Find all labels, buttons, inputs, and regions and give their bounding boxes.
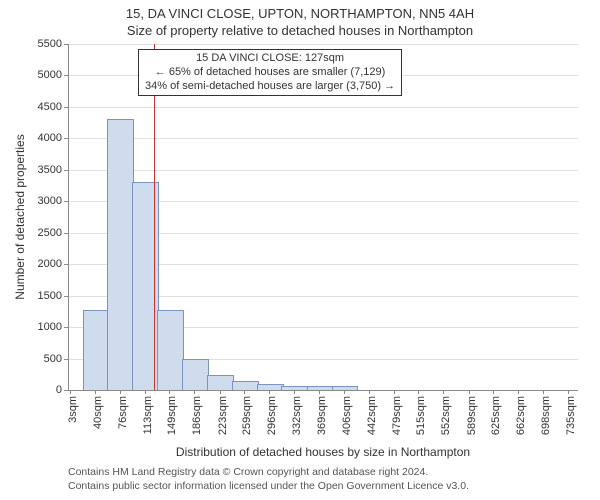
x-tick-label: 113sqm <box>142 396 154 434</box>
annotation-line: 15 DA VINCI CLOSE: 127sqm <box>145 52 395 66</box>
footer-attribution: Contains HM Land Registry data © Crown c… <box>68 466 469 493</box>
x-tick-label: 552sqm <box>440 396 452 435</box>
y-tick-label: 0 <box>56 384 68 396</box>
y-tick-label: 1000 <box>38 321 68 333</box>
footer-line-1: Contains HM Land Registry data © Crown c… <box>68 466 469 480</box>
y-tick-label: 2500 <box>38 227 68 239</box>
y-axis-line <box>68 44 69 390</box>
x-tick-label: 735sqm <box>565 396 577 435</box>
x-tick-label: 369sqm <box>316 396 328 435</box>
x-tick-label: 589sqm <box>466 396 478 435</box>
x-tick-label: 223sqm <box>217 396 229 435</box>
x-tick-label: 186sqm <box>191 396 203 435</box>
x-tick-label: 406sqm <box>341 396 353 435</box>
y-tick-label: 5500 <box>38 38 68 50</box>
x-tick-label: 442sqm <box>366 396 378 435</box>
x-tick-label: 515sqm <box>415 396 427 435</box>
chart-subtitle: Size of property relative to detached ho… <box>0 21 600 38</box>
annotation-line: 34% of semi-detached houses are larger (… <box>145 80 395 94</box>
x-axis-label: Distribution of detached houses by size … <box>176 445 470 459</box>
plot-area: 0500100015002000250030003500400045005000… <box>68 44 578 390</box>
histogram-bar <box>182 359 209 390</box>
x-tick-label: 332sqm <box>291 396 303 435</box>
y-tick-label: 5000 <box>38 69 68 81</box>
grid-line <box>68 44 578 45</box>
y-tick-label: 3000 <box>38 195 68 207</box>
x-tick-label: 625sqm <box>490 396 502 435</box>
y-tick-label: 1500 <box>38 290 68 302</box>
x-tick-label: 698sqm <box>540 396 552 435</box>
histogram-bar <box>107 119 134 391</box>
y-tick-label: 4500 <box>38 101 68 113</box>
grid-line <box>68 170 578 171</box>
annotation-line: ← 65% of detached houses are smaller (7,… <box>145 66 395 80</box>
y-axis-label: Number of detached properties <box>13 134 27 299</box>
x-axis-line <box>68 390 578 391</box>
x-tick-label: 479sqm <box>391 396 403 435</box>
x-tick-label: 662sqm <box>515 396 527 435</box>
histogram-bar <box>83 310 110 390</box>
chart-title: 15, DA VINCI CLOSE, UPTON, NORTHAMPTON, … <box>0 0 600 21</box>
annotation-box: 15 DA VINCI CLOSE: 127sqm← 65% of detach… <box>138 49 402 96</box>
x-tick-label: 76sqm <box>117 396 129 429</box>
histogram-bar <box>232 381 259 390</box>
x-tick-label: 296sqm <box>266 396 278 435</box>
y-tick-label: 4000 <box>38 132 68 144</box>
x-tick-label: 3sqm <box>67 396 79 423</box>
grid-line <box>68 107 578 108</box>
x-tick-label: 149sqm <box>166 396 178 435</box>
y-tick-label: 2000 <box>38 258 68 270</box>
y-tick-label: 500 <box>44 353 68 365</box>
grid-line <box>68 138 578 139</box>
x-tick-label: 40sqm <box>92 396 104 429</box>
x-tick-label: 259sqm <box>241 396 253 435</box>
histogram-bar <box>157 310 184 390</box>
y-tick-label: 3500 <box>38 164 68 176</box>
footer-line-2: Contains public sector information licen… <box>68 480 469 494</box>
histogram-bar <box>207 375 234 390</box>
chart-container: 15, DA VINCI CLOSE, UPTON, NORTHAMPTON, … <box>0 0 600 500</box>
